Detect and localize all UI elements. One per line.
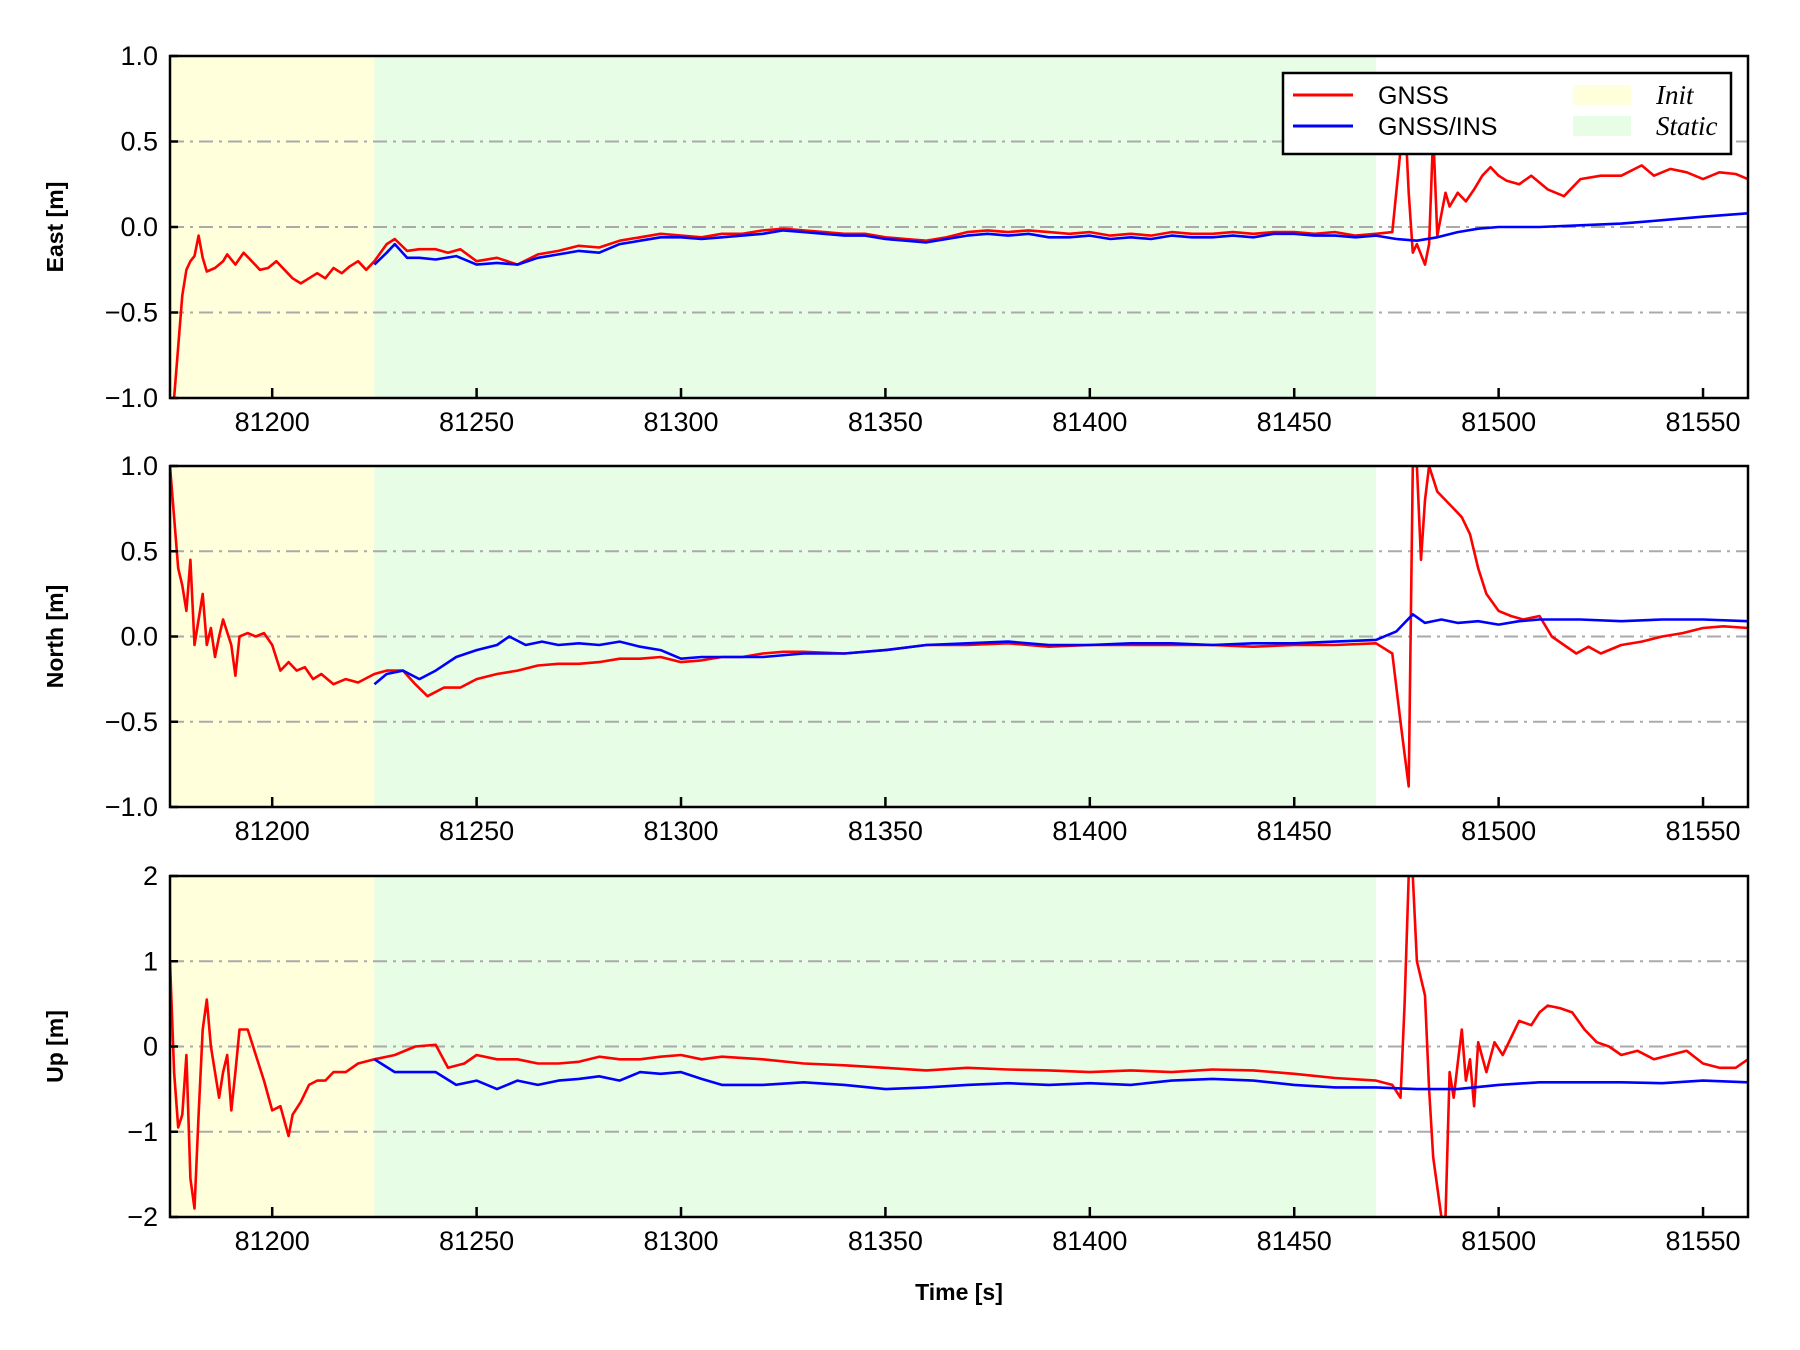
legend-label: Static bbox=[1656, 111, 1718, 141]
x-tick-label: 81250 bbox=[439, 407, 514, 437]
series-line-gnss bbox=[172, 106, 1748, 398]
subplot-north: −1.0 −0.5 0.0 0.5 1.0 81200 81250 81300 81350 814… bbox=[42, 451, 1750, 846]
y-tick-label: 2 bbox=[143, 861, 158, 891]
x-tick-label: 81450 bbox=[1257, 407, 1332, 437]
y-tick-label: −0.5 bbox=[105, 298, 158, 328]
x-tick-label: 81450 bbox=[1257, 816, 1332, 846]
x-tick-label: 81400 bbox=[1052, 816, 1127, 846]
x-tick-label: 81450 bbox=[1257, 1226, 1332, 1256]
x-tick-label: 81200 bbox=[235, 816, 310, 846]
y-tick-label: 0.5 bbox=[120, 127, 158, 157]
y-tick-label: −2 bbox=[127, 1202, 158, 1232]
x-tick-label: 81400 bbox=[1052, 407, 1127, 437]
y-tick-label: 0.5 bbox=[120, 536, 158, 566]
y-tick-label: 1.0 bbox=[120, 41, 158, 71]
y-tick-label: −1.0 bbox=[105, 383, 158, 413]
y-axis-label: East [m] bbox=[42, 182, 68, 273]
series-line-gnss bbox=[170, 876, 1748, 1217]
x-tick-label: 81250 bbox=[439, 1226, 514, 1256]
series-line-gnss-ins bbox=[373, 1058, 1748, 1091]
y-tick-label: 0.0 bbox=[120, 212, 158, 242]
x-axis-label: Time [s] bbox=[915, 1279, 1003, 1305]
x-tick-label: 81200 bbox=[235, 1226, 310, 1256]
subplot-east: −1.0 −0.5 0.0 0.5 1.0 81200 81250 81300 81350 814… bbox=[42, 41, 1750, 437]
x-tick-label: 81400 bbox=[1052, 1226, 1127, 1256]
y-tick-label: 1 bbox=[143, 946, 158, 976]
x-tick-label: 81500 bbox=[1461, 407, 1536, 437]
x-tick-label: 81500 bbox=[1461, 1226, 1536, 1256]
y-axis-label: North [m] bbox=[42, 585, 68, 688]
legend-patch-swatch bbox=[1573, 85, 1631, 105]
legend-box bbox=[1281, 71, 1733, 156]
legend-label: GNSS/INS bbox=[1378, 113, 1497, 141]
legend-patch-swatch bbox=[1573, 116, 1631, 136]
x-tick-label: 81300 bbox=[643, 407, 718, 437]
x-tick-label: 81350 bbox=[848, 816, 923, 846]
x-tick-label: 81500 bbox=[1461, 816, 1536, 846]
series-line-gnss-ins bbox=[373, 613, 1748, 686]
y-axis-label: Up [m] bbox=[42, 1010, 68, 1083]
legend-label: GNSS bbox=[1378, 82, 1449, 110]
x-tick-label: 81350 bbox=[848, 407, 923, 437]
series-line-gnss-ins bbox=[373, 212, 1748, 266]
x-tick-label: 81250 bbox=[439, 816, 514, 846]
y-tick-label: −1.0 bbox=[105, 792, 158, 822]
y-tick-label: 0.0 bbox=[120, 622, 158, 652]
x-tick-label: 81550 bbox=[1665, 1226, 1740, 1256]
x-tick-label: 81300 bbox=[643, 816, 718, 846]
y-tick-label: 1.0 bbox=[120, 451, 158, 481]
x-tick-label: 81350 bbox=[848, 1226, 923, 1256]
y-tick-label: −1 bbox=[127, 1117, 158, 1147]
y-tick-label: −0.5 bbox=[105, 707, 158, 737]
subplot-up: −2 −1 0 1 2 81200 81250 81300 81350 81400 81450 815… bbox=[42, 861, 1750, 1305]
y-tick-label: 0 bbox=[143, 1032, 158, 1062]
x-tick-label: 81300 bbox=[643, 1226, 718, 1256]
x-tick-label: 81550 bbox=[1665, 816, 1740, 846]
x-tick-label: 81550 bbox=[1665, 407, 1740, 437]
x-tick-label: 81200 bbox=[235, 407, 310, 437]
legend-label: Init bbox=[1655, 80, 1695, 110]
